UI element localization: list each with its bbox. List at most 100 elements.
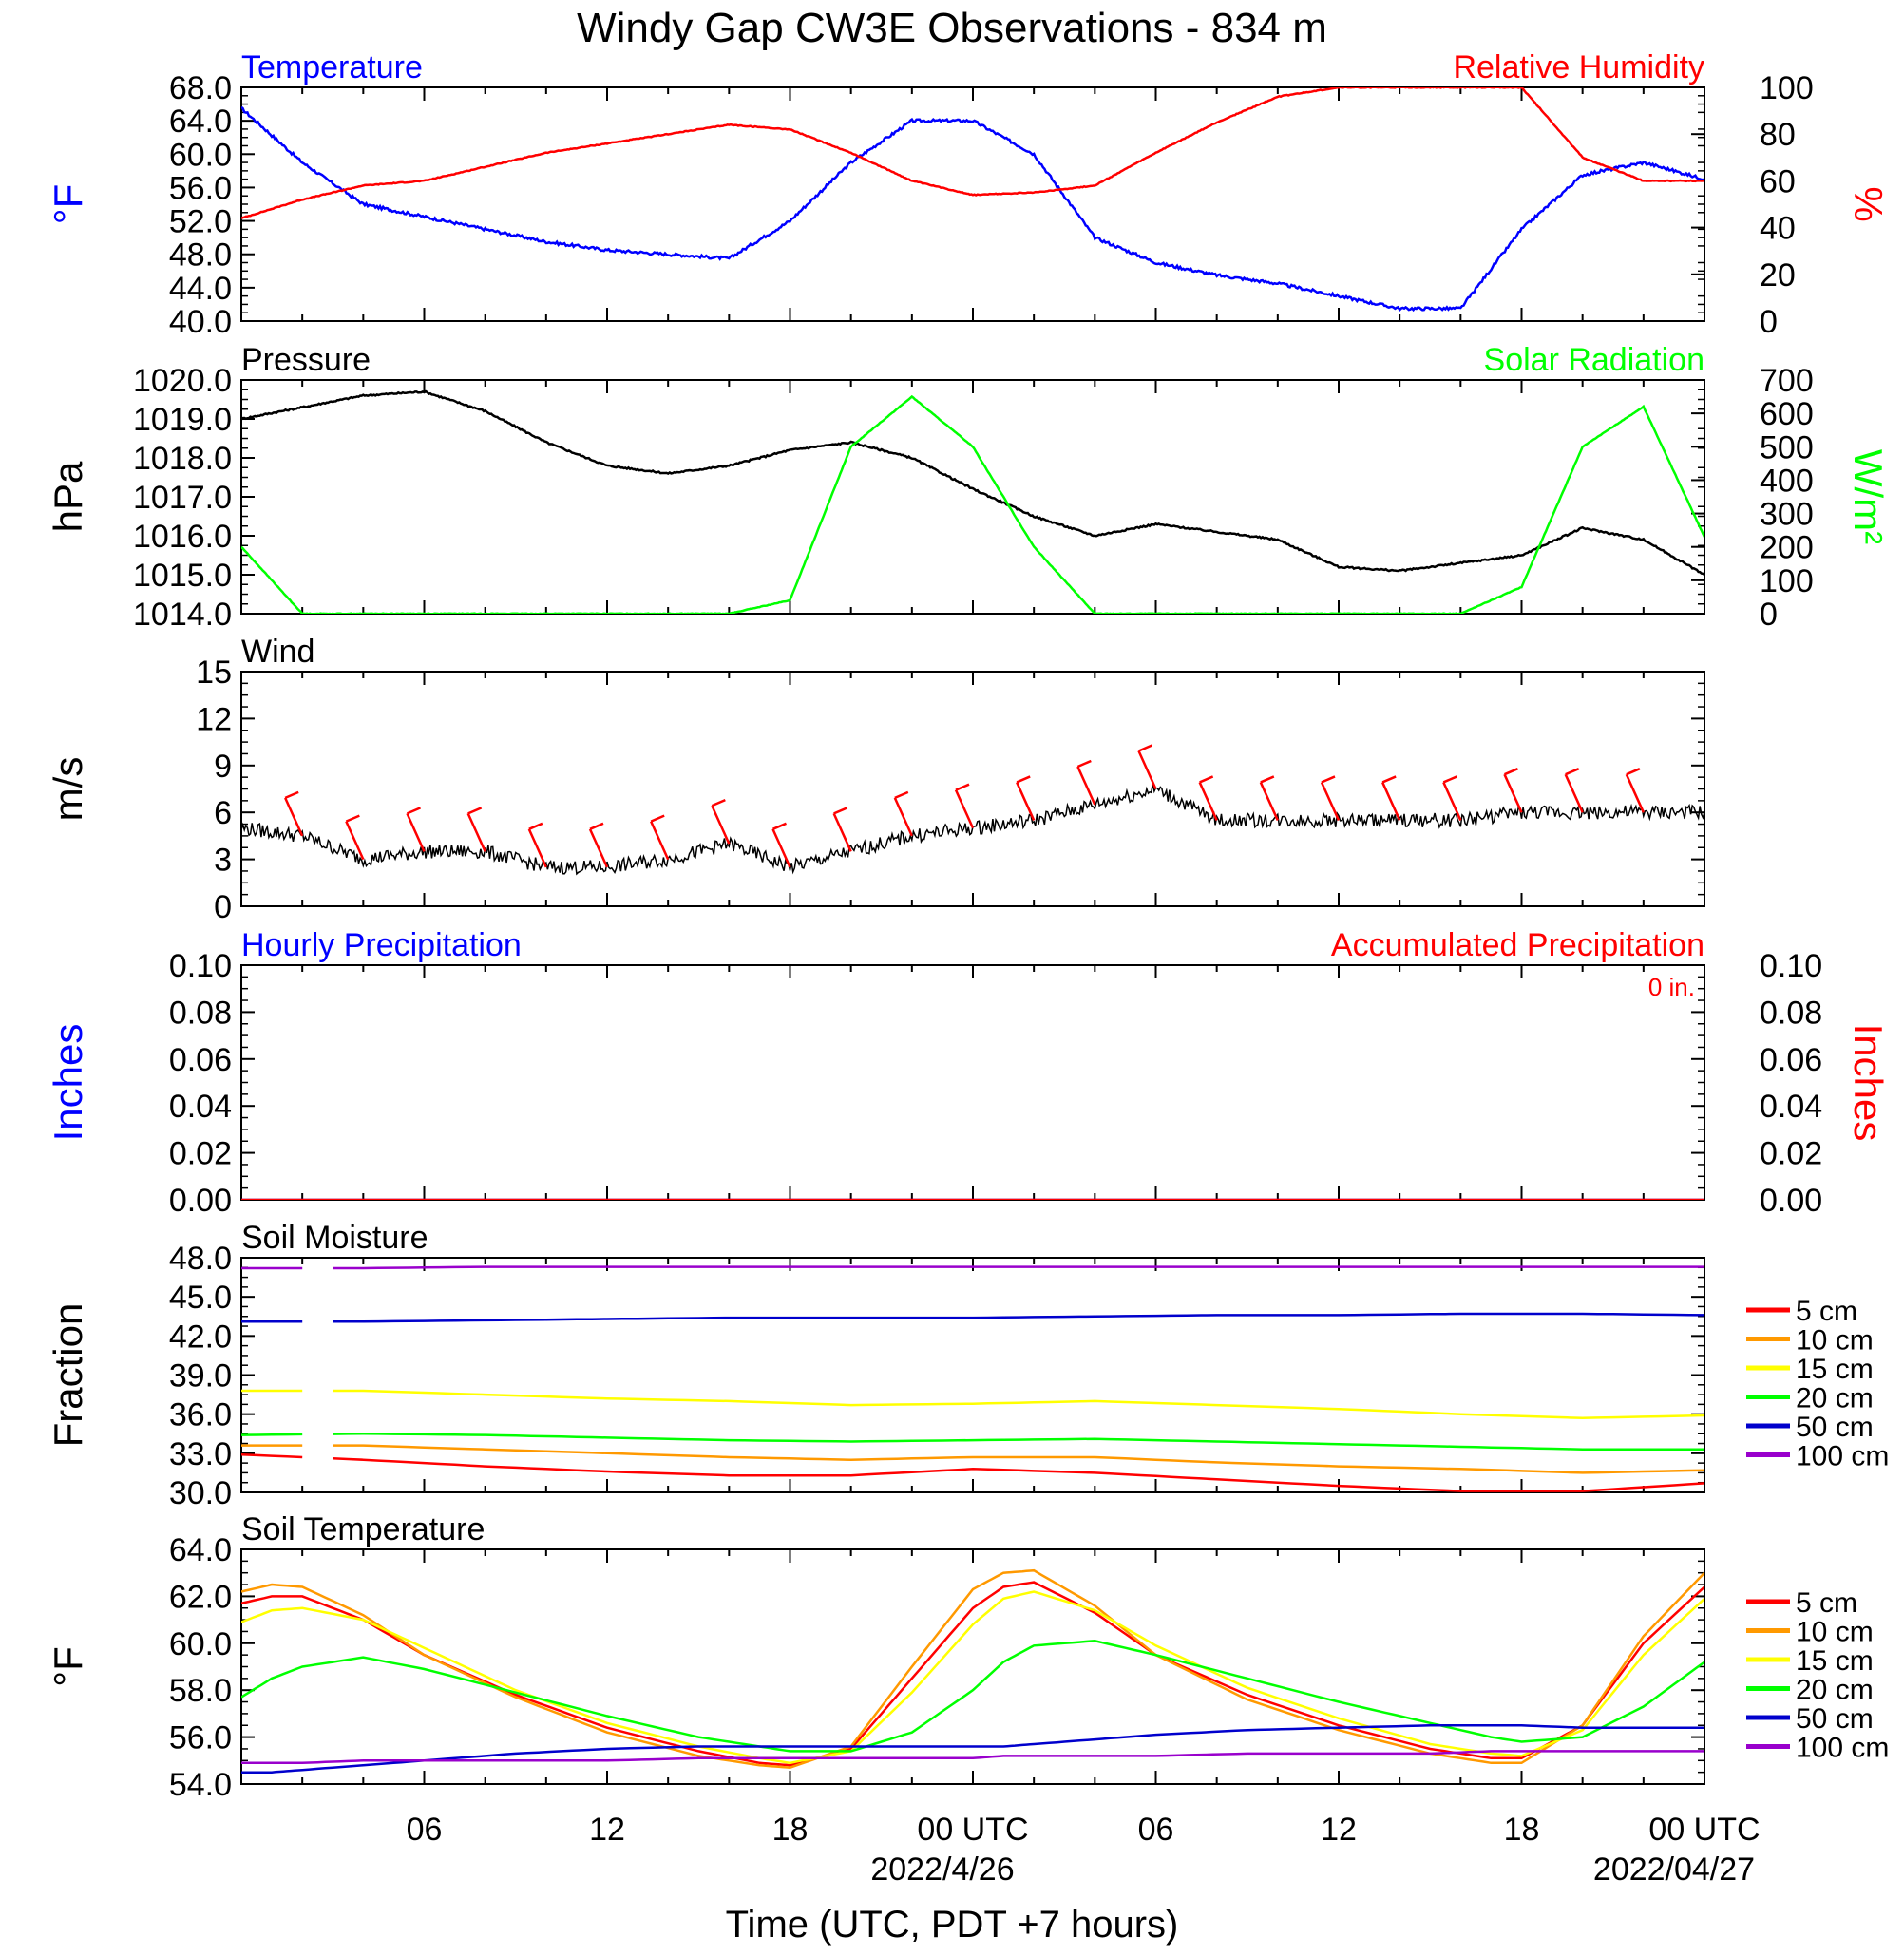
- wind-barb-flag: [1076, 759, 1092, 769]
- y-tick-label-left: 68.0: [169, 70, 232, 106]
- y-tick-label-left: 0.10: [169, 948, 232, 984]
- wind-barb-flag: [528, 822, 543, 830]
- wind-barb: [1381, 781, 1401, 821]
- wind-barb-flag: [1321, 775, 1336, 784]
- wind-barb-flag: [1565, 768, 1580, 776]
- y-axis-label-left: Fraction: [46, 1303, 90, 1448]
- y-tick-label-left: 33.0: [169, 1436, 232, 1472]
- x-tick-label: 06: [407, 1812, 443, 1848]
- panel-frame: [240, 964, 1705, 1201]
- legend-label: 5 cm: [1796, 1587, 1857, 1619]
- x-tick-label: 12: [589, 1812, 625, 1848]
- wind-barb-flag: [589, 822, 604, 830]
- y-tick-label-left: 0.04: [169, 1089, 232, 1125]
- y-tick-label-left: 9: [214, 749, 232, 785]
- y-tick-label-left: 1015.0: [133, 558, 232, 594]
- y-tick-label-left: 54.0: [169, 1767, 232, 1803]
- series-line-10-cm: [241, 1568, 1704, 1769]
- y-tick-label-left: 64.0: [169, 104, 232, 140]
- series-line-20-cm: [241, 1640, 1704, 1753]
- legend-label: 100 cm: [1796, 1441, 1889, 1472]
- wind-barb-flag: [1381, 775, 1397, 784]
- y-tick-label-right: 100: [1760, 70, 1814, 106]
- wind-barb: [650, 821, 670, 861]
- y-tick-label-left: 48.0: [169, 237, 232, 274]
- y-tick-label-right: 0.10: [1760, 948, 1822, 984]
- y-axis-label-right: Inches: [1846, 1024, 1891, 1142]
- series-line-pressure: [241, 389, 1704, 577]
- wind-barb-flag: [650, 814, 665, 823]
- wind-barb-flag: [1442, 775, 1457, 784]
- y-tick-label-right: 700: [1760, 363, 1814, 399]
- wind-barb: [284, 797, 304, 837]
- y-tick-label-left: 1018.0: [133, 441, 232, 477]
- wind-barb-flag: [833, 807, 848, 815]
- series-line-temperature: [241, 105, 1704, 313]
- precip-total-annotation: 0 in.: [1648, 973, 1695, 1001]
- legend-label: 50 cm: [1796, 1412, 1874, 1443]
- date-label-2: 2022/04/27: [1593, 1851, 1755, 1888]
- y-tick-label-left: 1016.0: [133, 519, 232, 555]
- y-tick-label-left: 0: [214, 889, 232, 925]
- x-axis-label: Time (UTC, PDT +7 hours): [726, 1904, 1179, 1946]
- y-tick-label-left: 42.0: [169, 1319, 232, 1355]
- series-line-wind: [241, 783, 1704, 876]
- y-tick-label-left: 62.0: [169, 1579, 232, 1615]
- y-tick-label-left: 6: [214, 795, 232, 831]
- series-group: [241, 1265, 1704, 1492]
- panel-title-left: Soil Moisture: [241, 1220, 428, 1256]
- y-tick-label-right: 0.00: [1760, 1183, 1822, 1219]
- y-tick-label-right: 100: [1760, 563, 1814, 599]
- y-tick-label-left: 15: [196, 655, 232, 691]
- y-tick-label-right: 0: [1760, 304, 1778, 340]
- wind-barb-flag: [1138, 744, 1152, 752]
- y-tick-label-left: 56.0: [169, 1720, 232, 1756]
- panel-2: 1014.01015.01016.01017.01018.01019.01020…: [46, 342, 1891, 633]
- panel-title-left: Hourly Precipitation: [241, 927, 522, 963]
- wind-barb: [771, 828, 791, 868]
- wind-barb: [1137, 750, 1157, 790]
- y-tick-label-left: 52.0: [169, 204, 232, 240]
- wind-barb-flag: [955, 783, 970, 791]
- series-group: [241, 87, 1704, 313]
- y-tick-label-left: 56.0: [169, 170, 232, 206]
- legend-label: 10 cm: [1796, 1617, 1874, 1648]
- y-tick-label-left: 0.00: [169, 1183, 232, 1219]
- wind-barb: [1320, 781, 1341, 821]
- series-line-100-cm: [241, 1750, 1704, 1765]
- y-tick-label-left: 60.0: [169, 1626, 232, 1662]
- y-tick-label-left: 44.0: [169, 271, 232, 307]
- legend-label: 20 cm: [1796, 1675, 1874, 1706]
- wind-barb-flag: [772, 822, 787, 830]
- legend-label: 5 cm: [1796, 1296, 1857, 1327]
- y-tick-label-left: 1017.0: [133, 480, 232, 516]
- wind-barb: [1503, 773, 1523, 813]
- panel-title-right: Relative Humidity: [1453, 49, 1704, 85]
- series-line-15-cm: [241, 1389, 1704, 1420]
- y-axis-label-left: °F: [46, 1646, 90, 1686]
- x-tick-label: 12: [1321, 1812, 1357, 1848]
- wind-barb: [345, 821, 365, 861]
- x-tick-label: 06: [1138, 1812, 1174, 1848]
- x-tick-label: 18: [772, 1812, 809, 1848]
- chart-panels: 40.044.048.052.056.060.064.068.002040608…: [46, 49, 1891, 1803]
- panel-title-left: Pressure: [241, 342, 371, 378]
- y-tick-label-left: 39.0: [169, 1358, 232, 1395]
- panel-frame: [240, 379, 1705, 615]
- series-line-5-cm: [241, 1452, 1704, 1492]
- series-line-relative-humidity: [241, 87, 1704, 220]
- y-tick-label-left: 0.06: [169, 1042, 232, 1078]
- y-axis-label-right: W/m²: [1846, 449, 1891, 544]
- wind-barb: [588, 828, 609, 868]
- x-tick-label: 00 UTC: [1648, 1812, 1760, 1848]
- wind-barb-flag: [284, 790, 299, 800]
- series-line-15-cm: [241, 1590, 1704, 1765]
- y-tick-label-left: 12: [196, 701, 232, 737]
- y-tick-label-right: 0: [1760, 597, 1778, 633]
